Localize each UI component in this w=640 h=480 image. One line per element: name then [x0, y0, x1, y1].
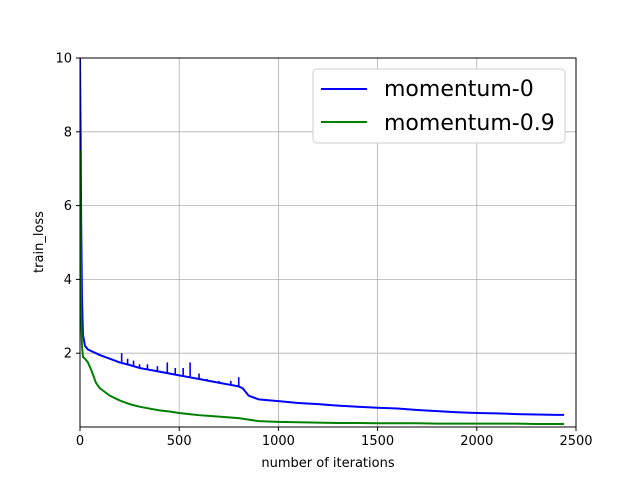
- x-tick-label: 1500: [361, 434, 394, 449]
- legend-label-momentum-0.9: momentum-0.9: [384, 111, 555, 136]
- y-tick-label: 8: [64, 125, 72, 140]
- y-tick-label: 10: [55, 52, 72, 67]
- plot-area-frame: [79, 57, 577, 428]
- x-tick-label: 1000: [262, 434, 295, 449]
- legend: momentum-0 momentum-0.9: [312, 68, 566, 144]
- y-tick-label: 4: [64, 273, 72, 288]
- legend-label-momentum-0: momentum-0: [384, 77, 534, 102]
- series-line-momentum-0.9: [80, 150, 565, 426]
- axis-ticks: 0 500 1000 1500 2000 2500 2 4 6 8 10: [55, 52, 592, 450]
- x-tick-label: 0: [76, 434, 84, 449]
- x-tick-label: 2000: [460, 434, 493, 449]
- x-tick-label: 500: [167, 434, 192, 449]
- y-tick-label: 6: [64, 199, 72, 214]
- legend-box: [312, 68, 566, 144]
- y-tick-label: 2: [64, 347, 72, 362]
- series-layer: [80, 58, 565, 426]
- x-tick-label: 2500: [559, 434, 592, 449]
- y-axis-label: train_loss: [32, 211, 47, 273]
- x-axis-label: number of iterations: [261, 456, 394, 471]
